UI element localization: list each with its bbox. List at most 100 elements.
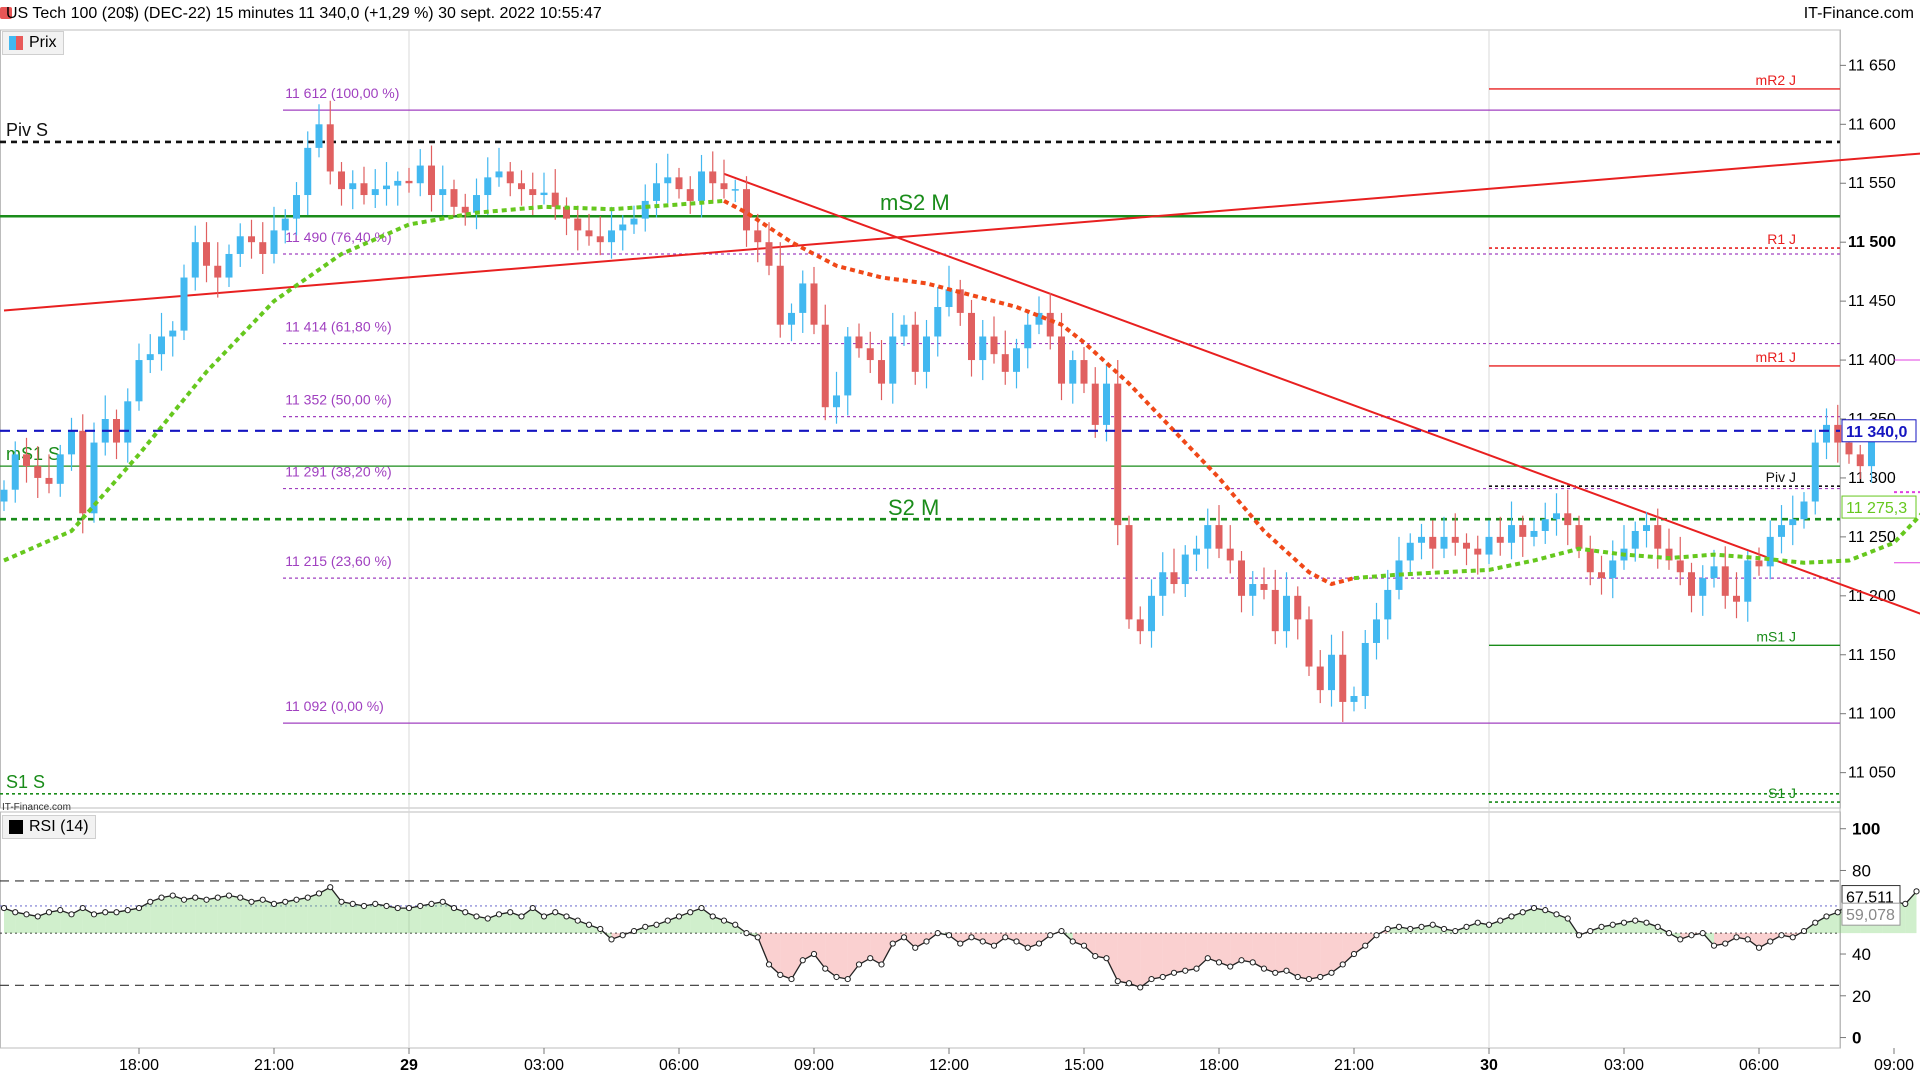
rsi-point <box>844 975 851 983</box>
rsi-point <box>304 894 311 901</box>
bear-candle <box>259 242 267 254</box>
rsi-point <box>203 896 210 903</box>
bull-candle <box>135 360 143 402</box>
price-legend-label: Prix <box>29 34 57 51</box>
rsi-point <box>777 971 784 979</box>
rsi-point <box>1452 927 1459 935</box>
bear-candle <box>709 171 717 184</box>
rsi-fill <box>1905 891 1917 934</box>
rsi-point <box>102 909 109 916</box>
bear-candle <box>248 236 255 243</box>
rsi-point <box>878 961 885 968</box>
rsi-point <box>957 940 964 947</box>
bull-candle <box>1384 589 1392 620</box>
rsi-fill <box>454 908 466 934</box>
bull-candle <box>304 147 312 196</box>
rsi-y-tick-label: 80 <box>1852 861 1871 880</box>
x-tick-label: 29 <box>400 1057 418 1074</box>
rsi-point <box>664 917 671 924</box>
rsi-fill <box>690 908 702 934</box>
bear-candle <box>1755 560 1763 567</box>
rsi-point <box>675 913 683 920</box>
price-y-tick-label: 11 100 <box>1848 706 1896 723</box>
bear-candle <box>754 230 762 243</box>
rsi-point <box>473 913 480 920</box>
rsi-legend-label: RSI (14) <box>29 818 89 835</box>
rsi-fill <box>1747 933 1759 948</box>
x-tick-label: 18:00 <box>119 1057 159 1074</box>
bear-candle <box>968 312 975 361</box>
price-legend[interactable]: Prix <box>2 31 64 55</box>
rsi-points-group <box>0 884 1920 991</box>
rsi-point <box>1575 932 1583 939</box>
bull-candle <box>473 195 480 213</box>
rsi-fill <box>892 933 904 944</box>
rsi-point <box>1643 919 1650 926</box>
rsi-point <box>1834 909 1841 916</box>
rsi-point <box>1362 942 1369 949</box>
bear-candle <box>34 466 42 478</box>
rsi-point <box>1305 975 1313 983</box>
rsi-point <box>1148 975 1155 983</box>
rsi-legend[interactable]: RSI (14) <box>2 815 96 839</box>
rsi-fill <box>1174 933 1186 973</box>
bear-candle <box>596 236 604 243</box>
rsi-fill <box>364 903 376 934</box>
rsi-point <box>585 921 593 928</box>
x-tick-label: 03:00 <box>1604 1057 1644 1074</box>
bear-candle <box>866 348 874 361</box>
rsi-point <box>642 923 649 930</box>
rsi-point <box>1260 965 1268 972</box>
rsi-point <box>563 913 570 920</box>
bull-candle <box>191 242 199 278</box>
bear-candle <box>1676 560 1684 573</box>
rsi-point <box>1519 909 1526 916</box>
rsi-point <box>1564 915 1571 922</box>
rsi-point <box>1193 965 1200 972</box>
rsi-fill <box>4 908 16 934</box>
watermark-label: IT-Finance.com <box>2 802 71 813</box>
bear-candle <box>1316 666 1324 691</box>
rsi-fill <box>127 908 139 934</box>
rsi-point <box>360 902 368 910</box>
rsi-fill <box>1207 933 1219 963</box>
bull-candle <box>1868 436 1875 467</box>
bear-candle <box>1339 654 1347 702</box>
rsi-point <box>1553 911 1560 918</box>
rsi-fill <box>274 901 286 934</box>
bull-candle <box>664 177 672 184</box>
rsi-fill <box>1545 910 1557 934</box>
rsi-point <box>1463 923 1470 930</box>
rsi-point <box>0 904 8 912</box>
price-y-tick-label: 11 450 <box>1848 293 1896 310</box>
rsi-fill <box>26 914 38 934</box>
rsi-point <box>1677 936 1684 943</box>
rsi-point <box>1913 888 1920 895</box>
rsi-fill <box>420 903 432 934</box>
bull-candle <box>1778 525 1785 537</box>
rsi-point <box>1317 973 1324 981</box>
x-tick-label: 21:00 <box>254 1057 294 1074</box>
last-price-label: 11 340,0 <box>1846 424 1908 441</box>
rsi-point <box>867 955 874 962</box>
rsi-fill <box>409 905 421 934</box>
rsi-y-tick-label: 40 <box>1852 945 1871 964</box>
bull-candle <box>1159 572 1167 596</box>
rsi-fill <box>251 899 263 934</box>
x-tick-label: 21:00 <box>1334 1057 1374 1074</box>
bull-candle <box>1609 560 1617 579</box>
bear-candle <box>1080 360 1088 384</box>
bear-candle <box>1665 548 1673 561</box>
bear-candle <box>23 454 30 467</box>
rsi-point <box>529 904 536 912</box>
rsi-point <box>1058 927 1065 935</box>
bull-candle <box>315 124 323 148</box>
rsi-point <box>1114 978 1121 985</box>
bear-candle <box>1294 595 1302 620</box>
rsi-point <box>439 898 446 905</box>
brand-label: IT-Finance.com <box>1803 5 1914 22</box>
bull-candle <box>495 171 503 178</box>
rsi-point <box>1722 940 1729 947</box>
level-label: mR2 J <box>1756 72 1796 88</box>
